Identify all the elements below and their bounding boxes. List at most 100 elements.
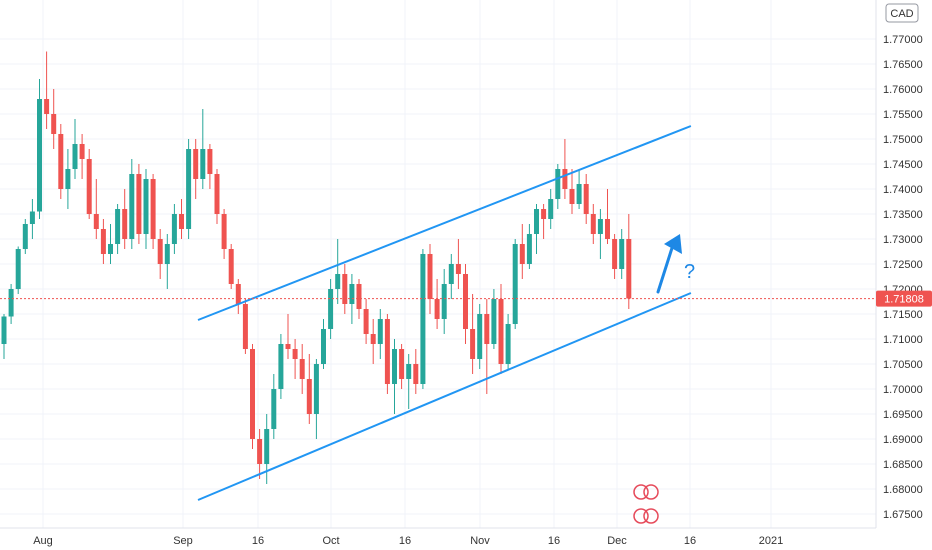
candle — [221, 209, 227, 259]
candle — [597, 209, 603, 259]
candle — [505, 314, 511, 369]
candle — [583, 174, 589, 224]
price-tick-label: 1.76000 — [883, 84, 923, 96]
candle — [321, 319, 326, 369]
candle — [342, 264, 348, 314]
currency-badge[interactable]: CAD — [885, 3, 919, 23]
candle — [519, 224, 525, 279]
price-tick-label: 1.69000 — [883, 434, 923, 446]
candle — [377, 309, 383, 359]
candle — [363, 299, 369, 344]
last-price-label: 1.71808 — [884, 294, 924, 306]
candle — [79, 134, 85, 179]
candle — [526, 224, 532, 269]
candle — [136, 164, 142, 244]
candle — [235, 279, 241, 314]
candle — [164, 234, 170, 289]
candle — [65, 149, 71, 209]
price-tick-label: 1.68000 — [883, 484, 923, 496]
candle — [427, 244, 433, 314]
candle — [58, 124, 64, 199]
candle — [299, 344, 305, 394]
candle — [157, 229, 163, 279]
candle — [93, 179, 99, 239]
channel-upper-line[interactable] — [197, 125, 692, 321]
candle — [463, 264, 468, 344]
price-tick-label: 1.75000 — [883, 134, 923, 146]
time-axis[interactable]: Aug Sep 16 Oct 16 Nov 16 Dec 16 2021 — [33, 535, 783, 547]
candle — [242, 299, 248, 354]
candle — [100, 219, 106, 264]
candle — [555, 164, 561, 209]
candle — [285, 314, 291, 359]
candle — [200, 109, 206, 189]
candle — [356, 279, 362, 319]
candle — [37, 79, 42, 219]
price-tick-label: 1.74000 — [883, 184, 923, 196]
price-tick-label: 1.70000 — [883, 384, 923, 396]
candle — [512, 239, 518, 329]
calendar-events-icon[interactable] — [633, 484, 659, 524]
candle — [44, 51, 50, 129]
candle — [498, 284, 504, 374]
time-tick-label: Aug — [33, 535, 53, 547]
time-tick-label: Oct — [322, 535, 339, 547]
price-axis[interactable]: 1.67500 1.68000 1.68500 1.69000 1.69500 1.700… — [883, 34, 923, 521]
price-tick-label: 1.73500 — [883, 209, 923, 221]
price-tick-label: 1.70500 — [883, 359, 923, 371]
candle — [86, 149, 92, 219]
candle — [129, 159, 135, 249]
time-tick-label: 16 — [399, 535, 411, 547]
price-tick-label: 1.67500 — [883, 509, 923, 521]
candle — [335, 239, 341, 304]
currency-label: CAD — [890, 8, 913, 20]
candle — [22, 219, 28, 254]
candle — [250, 344, 255, 449]
candle — [143, 169, 149, 249]
candle — [51, 89, 57, 149]
candle — [292, 339, 298, 379]
time-tick-label: Sep — [173, 535, 193, 547]
price-tick-label: 1.72500 — [883, 259, 923, 271]
candle — [619, 229, 625, 279]
grid — [0, 0, 876, 528]
candle — [15, 246, 21, 294]
channel-lines[interactable] — [197, 125, 692, 501]
price-tick-label: 1.73000 — [883, 234, 923, 246]
price-tick-label: 1.75500 — [883, 109, 923, 121]
candle — [534, 204, 539, 254]
price-tick-label: 1.76500 — [883, 59, 923, 71]
candle — [562, 139, 568, 199]
candle — [313, 359, 319, 439]
price-tick-label: 1.71000 — [883, 334, 923, 346]
candle — [214, 169, 220, 224]
candle — [328, 279, 334, 339]
candle — [491, 289, 497, 349]
candle — [122, 189, 128, 249]
candle — [278, 334, 284, 399]
candle — [150, 174, 156, 249]
price-tick-label: 1.77000 — [883, 34, 923, 46]
candle — [271, 374, 277, 439]
time-tick-label: Dec — [607, 535, 627, 547]
candle — [392, 339, 397, 414]
candles — [1, 51, 632, 484]
arrow-annotation[interactable]: ? — [656, 234, 695, 294]
candle — [420, 249, 426, 389]
channel-lower-line[interactable] — [197, 292, 692, 501]
candle — [108, 224, 113, 264]
candle — [115, 204, 121, 254]
last-price-badge: 1.71808 — [876, 290, 932, 307]
candle — [29, 199, 35, 239]
candle — [1, 314, 7, 359]
candle — [470, 294, 476, 374]
candle — [576, 169, 582, 209]
candle — [384, 314, 390, 394]
candle — [171, 204, 177, 254]
candle — [186, 139, 192, 239]
candle — [605, 189, 610, 244]
candle — [306, 354, 312, 424]
candle — [441, 269, 447, 334]
candle — [399, 344, 405, 389]
